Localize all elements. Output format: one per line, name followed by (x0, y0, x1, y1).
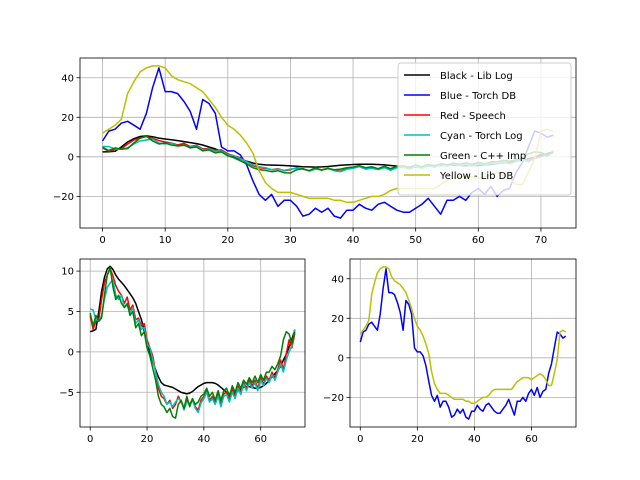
top-ytick-label: 0 (68, 152, 74, 163)
bottom-left-xtick-label: 0 (87, 434, 93, 445)
bottom-left-series-black-lib-log (90, 265, 296, 395)
bottom-left-ytick-label: 0 (68, 347, 74, 358)
top-xtick-label: 50 (409, 235, 422, 246)
bottom-left-xtick-label: 60 (254, 434, 267, 445)
bottom-left-series-red-speech (89, 267, 296, 411)
bottom-right-ytick-label: −20 (323, 393, 344, 404)
bottom-right-ytick-label: 20 (331, 314, 344, 325)
legend-label-blue-torch-db: Blue - Torch DB (440, 91, 516, 102)
top-xtick-label: 30 (284, 235, 297, 246)
bottom-left-xtick-label: 40 (197, 434, 210, 445)
bottom-right-ytick-label: 40 (331, 274, 344, 285)
top-xtick-label: 70 (535, 235, 548, 246)
bottom-left-ytick-label: 10 (61, 267, 74, 278)
legend-label-black-lib-log: Black - Lib Log (440, 71, 513, 82)
legend-label-yellow-lib-db: Yellow - Lib DB (439, 171, 513, 182)
legend-label-green-c-imp: Green - C++ Imp (440, 151, 526, 162)
bottom-right-xtick-label: 60 (525, 434, 538, 445)
bottom-right-axes: 0 20 40 60 −20 0 20 40 (323, 258, 577, 445)
bottom-right-ytick-label: 0 (338, 353, 344, 364)
top-xtick-label: 20 (221, 235, 234, 246)
top-ytick-label: 20 (61, 113, 74, 124)
top-xtick-label: 10 (159, 235, 172, 246)
legend-label-red-speech: Red - Speech (440, 111, 506, 122)
top-xtick-label: 40 (347, 235, 360, 246)
top-xtick-label: 0 (99, 235, 105, 246)
bottom-left-ytick-label: 5 (68, 307, 74, 318)
top-ytick-label: 40 (61, 73, 74, 84)
bottom-right-frame (349, 258, 577, 428)
bottom-right-series-blue-torch-db (359, 268, 567, 420)
bottom-left-series-green-c-imp (89, 266, 296, 419)
legend-label-cyan-torch-log: Cyan - Torch Log (440, 131, 523, 142)
legend-box (397, 62, 572, 196)
bottom-right-series-yellow-lib-db (359, 266, 567, 405)
bottom-right-xtick-label: 40 (468, 434, 481, 445)
bottom-left-axes: 0 20 40 60 −5 0 5 10 (59, 258, 306, 445)
bottom-right-xtick-label: 0 (357, 434, 363, 445)
top-ytick-label: −20 (53, 192, 74, 203)
top-frame (79, 57, 577, 229)
bottom-left-ytick-label: −5 (59, 388, 74, 399)
legend: Black - Lib Log Blue - Torch DB Red - Spee… (397, 62, 572, 196)
top-xtick-label: 60 (472, 235, 485, 246)
bottom-left-frame (79, 258, 306, 428)
bottom-left-xtick-label: 20 (141, 434, 154, 445)
bottom-right-xtick-label: 20 (411, 434, 424, 445)
